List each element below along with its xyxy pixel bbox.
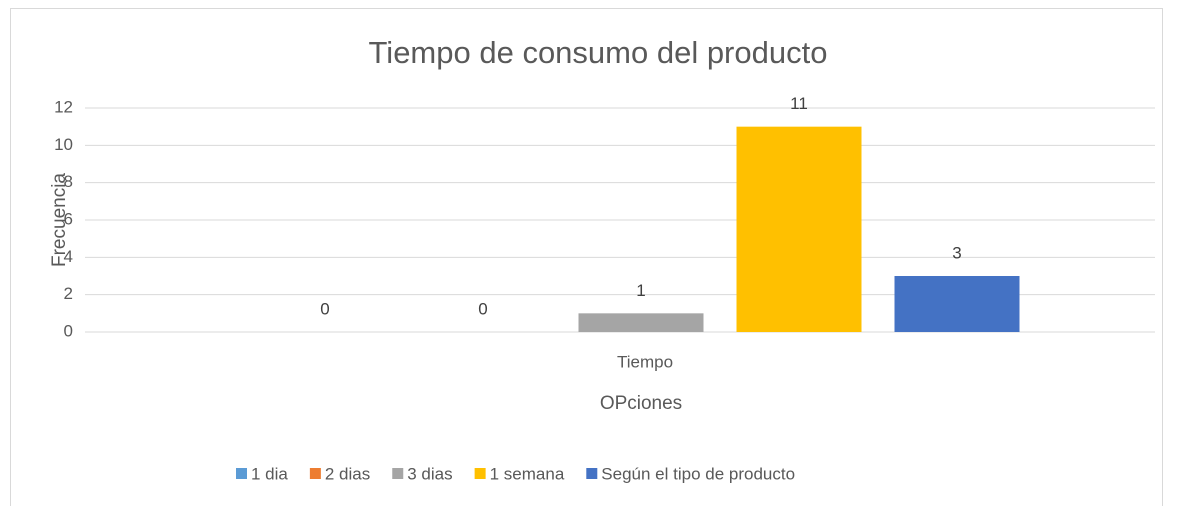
legend-swatch bbox=[309, 468, 321, 479]
y-tick-label: 2 bbox=[64, 284, 73, 303]
y-tick-label: 10 bbox=[54, 135, 73, 154]
legend-label: 2 dias bbox=[325, 464, 370, 483]
legend-swatch bbox=[474, 468, 486, 479]
y-tick-label: 4 bbox=[64, 247, 73, 266]
data-label: 3 bbox=[952, 243, 961, 262]
bar bbox=[578, 313, 704, 332]
legend-label: 1 semana bbox=[490, 464, 565, 483]
y-tick-label: 8 bbox=[64, 172, 73, 191]
y-tick-label: 0 bbox=[64, 321, 73, 340]
legend-swatch bbox=[586, 468, 598, 479]
data-label: 1 bbox=[636, 281, 645, 300]
x-tick-label: Tiempo bbox=[617, 352, 673, 371]
legend-label: Según el tipo de producto bbox=[601, 464, 795, 483]
legend-label: 1 dia bbox=[251, 464, 288, 483]
y-axis-title: Frecuencia bbox=[49, 173, 70, 267]
bar bbox=[736, 126, 862, 333]
data-label: 0 bbox=[478, 299, 487, 318]
legend-swatch bbox=[236, 468, 247, 479]
x-axis-title: OPciones bbox=[600, 393, 682, 414]
chart-title: Tiempo de consumo del producto bbox=[369, 35, 828, 70]
legend-label: 3 dias bbox=[407, 464, 452, 483]
y-tick-label: 12 bbox=[54, 97, 73, 116]
bar bbox=[894, 276, 1020, 332]
data-label: 0 bbox=[320, 299, 329, 318]
y-tick-label: 6 bbox=[64, 209, 73, 228]
legend-swatch bbox=[392, 468, 404, 479]
data-label: 11 bbox=[790, 94, 808, 113]
